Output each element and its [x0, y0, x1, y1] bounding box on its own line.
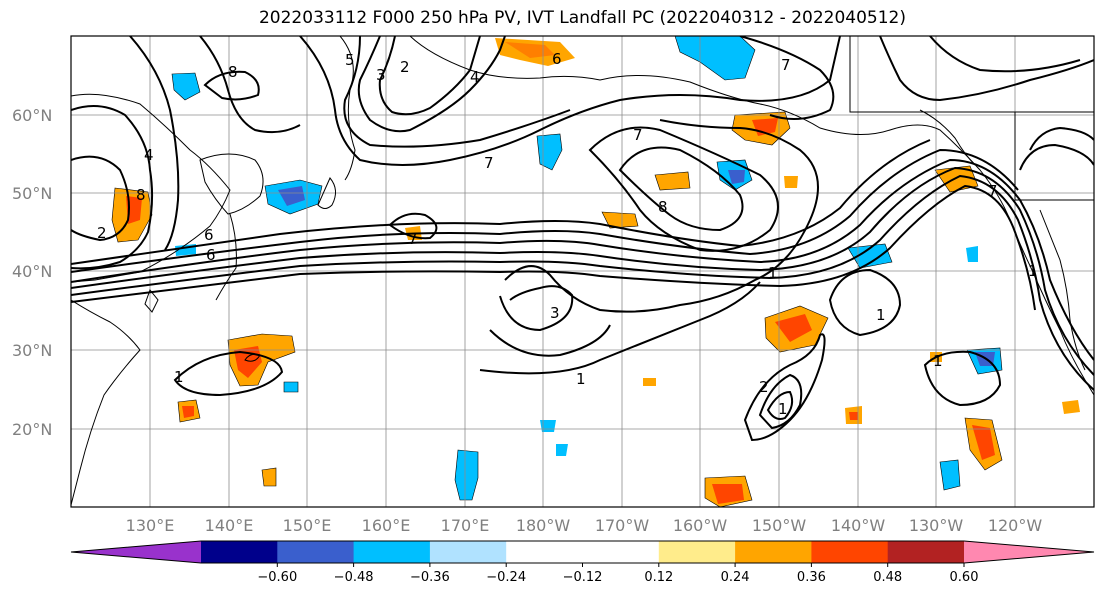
contour-label: 3: [376, 66, 386, 84]
colorbar-segment: [277, 541, 355, 563]
colorbar-tick-label: 0.48: [873, 570, 902, 585]
lon-label: 150°E: [283, 516, 332, 535]
colorbar-segment: [429, 541, 507, 563]
contour-label: 2: [97, 224, 107, 242]
lon-label: 140°W: [831, 516, 886, 535]
colorbar-tick-label: 0.12: [644, 570, 673, 585]
contour-label: 1: [1028, 262, 1038, 280]
pv-contours: [71, 36, 1094, 442]
contour-label: 4: [144, 146, 154, 164]
contour-label: 7: [988, 182, 998, 200]
longitude-labels: 130°E 140°E 150°E 160°E 170°E 180°W 170°…: [126, 516, 1043, 535]
lat-label: 60°N: [12, 106, 52, 125]
contour-label: 7: [408, 230, 418, 248]
contour-label: 4: [470, 68, 480, 86]
contour-label: 1: [778, 400, 788, 418]
lon-label: 160°W: [673, 516, 728, 535]
contour-labels: 8 5 3 2 4 6 7 4 8 2 6 6 7 7 8 7 3 1 1 2 …: [97, 50, 1038, 418]
colorbar-segment: [887, 541, 965, 563]
lat-label: 50°N: [12, 184, 52, 203]
colorbar-segment: [71, 541, 201, 563]
contour-label: 8: [658, 198, 668, 216]
lat-label: 40°N: [12, 262, 52, 281]
lon-label: 140°E: [205, 516, 254, 535]
colorbar: [70, 540, 1095, 564]
lon-label: 170°W: [595, 516, 650, 535]
lon-label: 170°E: [441, 516, 490, 535]
contour-label: 8: [228, 63, 238, 81]
lon-label: 180°W: [516, 516, 571, 535]
contour-label: 1: [174, 368, 184, 386]
map-background: [71, 36, 1094, 507]
colorbar-segment: [582, 541, 660, 563]
lon-label: 160°E: [362, 516, 411, 535]
colorbar-tick-label: −0.24: [486, 570, 526, 585]
contour-label: 6: [204, 226, 214, 244]
colorbar-tick-label: 0.24: [721, 570, 750, 585]
colorbar-segment: [353, 541, 431, 563]
lat-label: 30°N: [12, 341, 52, 360]
contour-label: 5: [345, 51, 355, 69]
latitude-labels: 60°N 50°N 40°N 30°N 20°N: [12, 106, 52, 439]
lon-label: 120°W: [988, 516, 1043, 535]
lat-label: 20°N: [12, 420, 52, 439]
contour-label: 2: [759, 378, 769, 396]
lon-label: 150°W: [752, 516, 807, 535]
lon-label: 130°W: [909, 516, 964, 535]
contour-label: 6: [552, 50, 562, 68]
colorbar-outline: [70, 540, 1095, 564]
colorbar-segment: [964, 541, 1094, 563]
contour-label: 3: [550, 304, 560, 322]
colorbar-segment: [658, 541, 736, 563]
contour-label: 1: [576, 370, 586, 388]
contour-label: 7: [633, 126, 643, 144]
colorbar-labels: −0.60 −0.48 −0.36 −0.24 −0.12 0.12 0.24 0.36 0.4…: [257, 563, 978, 585]
colorbar-tick-label: −0.36: [410, 570, 450, 585]
contour-label: 1: [876, 306, 886, 324]
contour-label: 8: [136, 186, 146, 204]
lon-label: 130°E: [126, 516, 175, 535]
contour-label: 6: [206, 246, 216, 264]
map-title: 2022033112 F000 250 hPa PV, IVT Landfall…: [258, 8, 906, 28]
contour-label: 2: [400, 58, 410, 76]
contour-label: 1: [933, 352, 943, 370]
colorbar-tick-label: −0.48: [334, 570, 374, 585]
colorbar-segment: [735, 541, 812, 563]
colorbar-tick-label: 0.36: [797, 570, 826, 585]
colorbar-segment: [506, 541, 583, 563]
colorbar-segment: [811, 541, 889, 563]
colorbar-segment: [201, 541, 278, 563]
colorbar-tick-label: −0.60: [257, 570, 297, 585]
map-frame: [70, 35, 1095, 508]
contour-label: 1: [768, 264, 778, 282]
contour-label: 7: [781, 56, 791, 74]
colorbar-tick-label: 0.60: [950, 570, 979, 585]
colorbar-tick-label: −0.12: [563, 570, 603, 585]
contour-label: 7: [484, 154, 494, 172]
